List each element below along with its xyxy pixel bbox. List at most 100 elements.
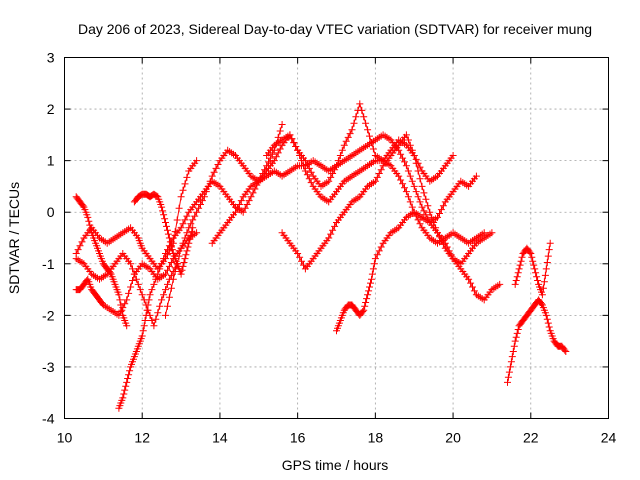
data-point-marker — [529, 257, 537, 265]
data-point-marker — [367, 279, 374, 287]
data-point-marker — [432, 224, 440, 232]
data-point-marker — [404, 167, 412, 175]
series-line — [75, 160, 198, 270]
data-point-marker — [150, 322, 158, 330]
data-point-marker — [329, 170, 337, 177]
data-point-marker — [414, 193, 422, 201]
data-point-marker — [307, 179, 315, 187]
data-point-marker — [164, 226, 171, 234]
data-point-marker — [359, 308, 367, 315]
data-point-marker — [193, 229, 201, 237]
data-point-marker — [265, 158, 272, 166]
data-point-marker — [127, 260, 135, 268]
data-point-marker — [303, 171, 311, 179]
data-point-marker — [183, 247, 191, 255]
y-tick-label: -4 — [42, 411, 55, 427]
data-point-marker — [344, 133, 352, 141]
data-point-marker — [160, 255, 168, 263]
data-point-marker — [539, 284, 547, 292]
data-point-marker — [562, 348, 570, 355]
data-point-marker — [363, 295, 371, 303]
data-point-marker — [78, 238, 86, 246]
data-point-marker — [123, 296, 131, 304]
data-point-marker — [175, 252, 183, 260]
data-point-marker — [138, 332, 146, 340]
data-point-marker — [510, 342, 518, 350]
data-point-marker — [373, 173, 381, 181]
y-tick-label: 0 — [47, 204, 55, 220]
data-point-marker — [377, 243, 385, 251]
data-point-marker — [370, 260, 378, 268]
data-point-marker — [504, 378, 511, 386]
data-point-marker — [210, 168, 218, 176]
data-point-marker — [144, 301, 152, 309]
data-point-marker — [531, 265, 539, 273]
data-point-marker — [436, 233, 443, 241]
data-point-marker — [294, 250, 302, 257]
data-point-marker — [406, 172, 414, 180]
data-point-marker — [368, 270, 376, 278]
series-layer — [72, 100, 570, 412]
data-point-marker — [397, 150, 405, 158]
data-point-marker — [377, 166, 385, 174]
y-axis-label: SDTVAR / TECUs — [6, 182, 22, 294]
data-point-marker — [160, 291, 168, 299]
data-point-marker — [375, 247, 383, 255]
data-point-marker — [350, 119, 358, 127]
data-point-marker — [543, 259, 551, 266]
data-point-marker — [185, 224, 193, 232]
data-point-marker — [182, 251, 190, 259]
data-point-marker — [358, 106, 366, 114]
data-point-marker — [538, 300, 545, 308]
data-point-marker — [208, 172, 216, 180]
data-point-marker — [148, 317, 156, 324]
data-point-marker — [290, 139, 298, 147]
data-point-marker — [545, 246, 553, 254]
data-point-marker — [184, 243, 192, 251]
data-point-marker — [188, 228, 196, 236]
data-point-marker — [130, 270, 138, 278]
data-point-marker — [123, 378, 131, 386]
data-point-marker — [115, 311, 123, 319]
data-point-marker — [183, 229, 191, 237]
data-point-marker — [173, 260, 181, 268]
data-point-marker — [165, 293, 173, 301]
data-point-marker — [274, 149, 282, 157]
data-point-marker — [371, 255, 379, 263]
data-point-marker — [159, 207, 167, 215]
data-point-marker — [412, 155, 420, 163]
data-point-marker — [152, 275, 160, 283]
data-point-marker — [307, 168, 315, 176]
series-arc-7 — [162, 131, 504, 319]
data-point-marker — [134, 280, 142, 288]
data-point-marker — [401, 184, 408, 192]
data-point-marker — [179, 262, 187, 270]
data-point-marker — [348, 126, 356, 134]
data-point-marker — [288, 135, 296, 143]
data-point-marker — [416, 175, 424, 183]
data-point-marker — [327, 230, 335, 238]
data-point-marker — [186, 235, 194, 243]
y-tick-label: -2 — [42, 307, 55, 323]
data-point-marker — [122, 382, 130, 390]
data-point-marker — [352, 113, 360, 121]
data-point-marker — [527, 250, 535, 257]
data-point-marker — [437, 206, 445, 214]
data-point-marker — [416, 163, 424, 171]
data-point-marker — [422, 195, 430, 203]
x-tick-label: 24 — [601, 430, 617, 446]
data-point-marker — [121, 300, 129, 308]
series-arc-3 — [72, 157, 201, 273]
data-point-marker — [414, 159, 422, 167]
data-point-marker — [331, 166, 339, 174]
data-point-marker — [179, 220, 187, 228]
data-point-marker — [140, 322, 148, 330]
data-point-marker — [340, 141, 348, 149]
data-point-marker — [541, 271, 549, 279]
data-point-marker — [538, 291, 546, 299]
series-arc-10 — [263, 100, 457, 190]
data-point-marker — [465, 275, 473, 283]
data-point-marker — [540, 278, 548, 286]
data-point-marker — [200, 193, 208, 201]
